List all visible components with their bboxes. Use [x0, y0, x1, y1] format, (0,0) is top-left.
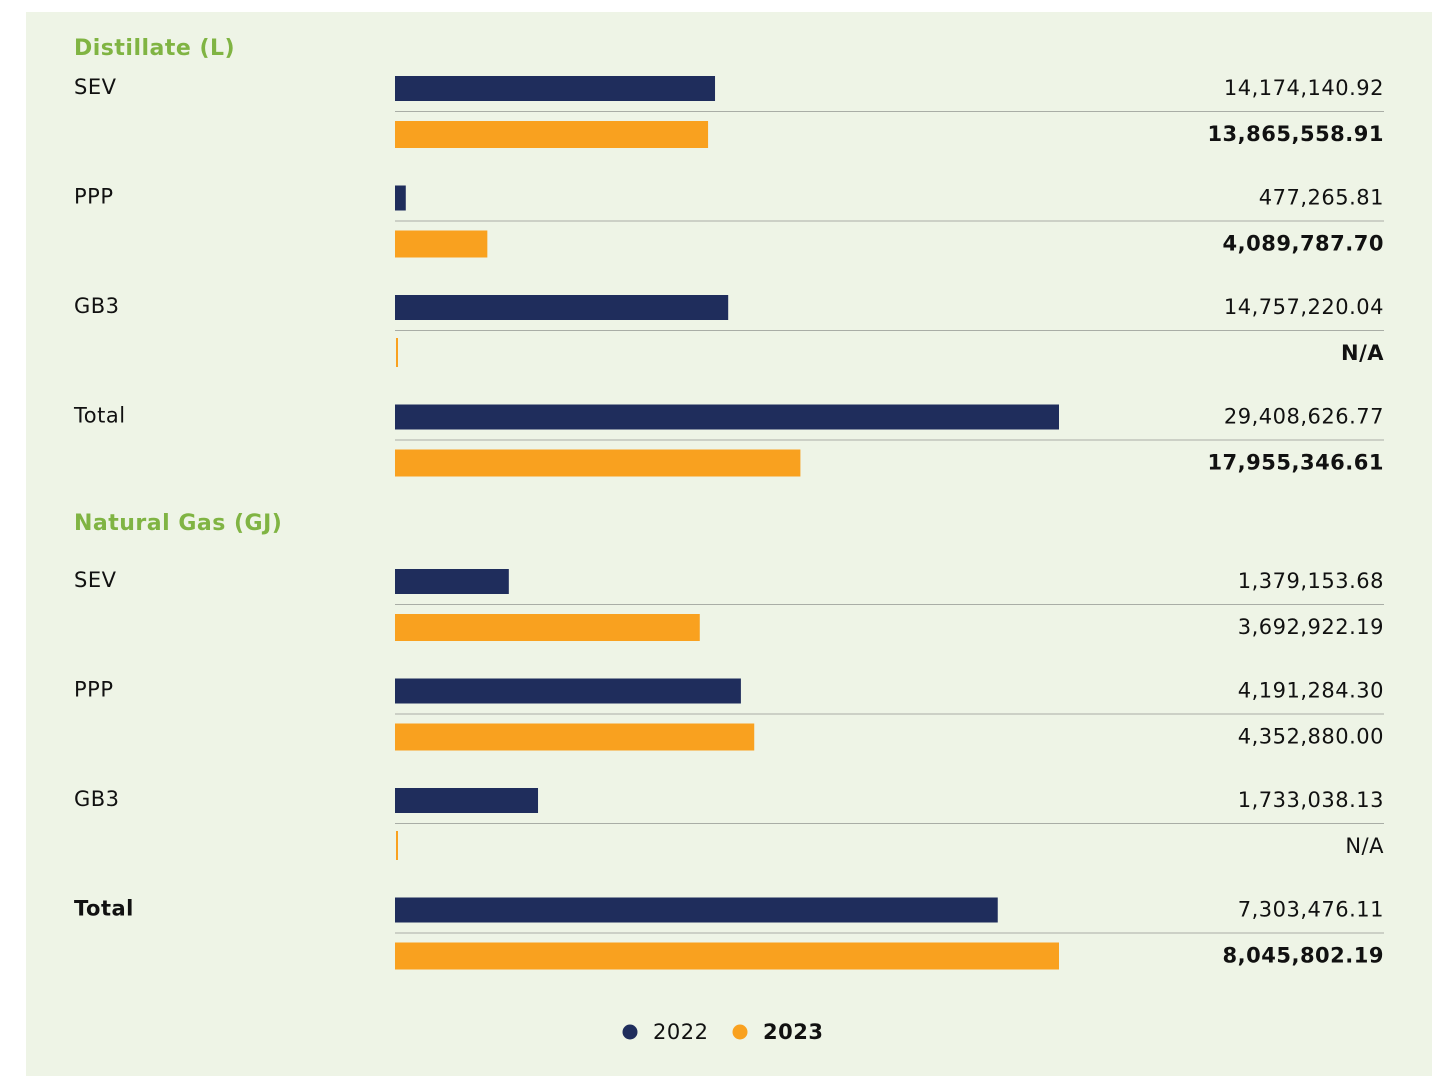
- value-label: 13,865,558.91: [1207, 122, 1384, 146]
- legend-marker: [732, 1024, 748, 1040]
- bar: [395, 897, 998, 923]
- bar: [395, 678, 741, 704]
- value-label: 477,265.81: [1259, 186, 1384, 210]
- value-label: 4,191,284.30: [1238, 679, 1384, 703]
- value-label: 8,045,802.19: [1223, 944, 1384, 968]
- category-label: GB3: [74, 787, 120, 811]
- value-label: 17,955,346.61: [1207, 451, 1384, 475]
- value-label: 14,174,140.92: [1224, 76, 1384, 100]
- value-label: N/A: [1341, 341, 1384, 365]
- category-label: PPP: [74, 185, 114, 209]
- category-label: Total: [74, 897, 134, 921]
- value-label: 3,692,922.19: [1238, 615, 1384, 639]
- legend-label: 2022: [653, 1020, 708, 1044]
- category-label: Total: [73, 404, 126, 428]
- value-label: 4,352,880.00: [1238, 725, 1384, 749]
- legend-label: 2023: [763, 1020, 823, 1044]
- value-label: 7,303,476.11: [1238, 898, 1384, 922]
- bar: [395, 614, 700, 641]
- bar: [395, 295, 729, 320]
- category-label: GB3: [74, 294, 120, 318]
- value-label: 4,089,787.70: [1223, 232, 1384, 256]
- bar: [395, 569, 509, 594]
- category-label: PPP: [74, 678, 114, 702]
- bar-missing: [396, 338, 398, 367]
- section-title: Natural Gas (GJ): [74, 511, 282, 536]
- value-label: 14,757,220.04: [1224, 295, 1384, 319]
- value-label: 1,379,153.68: [1238, 569, 1384, 593]
- value-label: 1,733,038.13: [1238, 788, 1384, 812]
- bar: [395, 723, 755, 751]
- legend-marker: [622, 1024, 638, 1040]
- section-title: Distillate (L): [74, 36, 235, 61]
- bar: [395, 942, 1059, 970]
- bar: [395, 185, 406, 211]
- bar: [395, 121, 709, 148]
- bar-missing: [396, 831, 398, 860]
- value-label: N/A: [1345, 834, 1384, 858]
- bar: [395, 449, 801, 477]
- bar: [395, 76, 716, 101]
- bar: [395, 230, 488, 258]
- value-label: 29,408,626.77: [1224, 405, 1384, 429]
- bar: [395, 404, 1059, 430]
- category-label: SEV: [74, 75, 117, 99]
- bar: [395, 788, 539, 813]
- category-label: SEV: [74, 568, 117, 592]
